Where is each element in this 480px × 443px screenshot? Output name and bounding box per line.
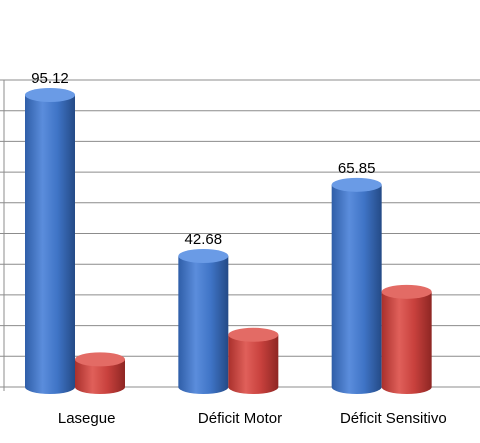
bars [25,87,432,395]
data-label: 65.85 [338,160,376,177]
category-label: Lasegue [58,410,116,427]
bar-body [331,184,382,394]
bar-1-1 [228,327,279,394]
bar-body [178,255,229,395]
bar-body [75,359,125,394]
bar-cap [178,248,229,263]
bar-cap [228,327,279,342]
bar-cap [381,284,432,299]
bar-2-1 [381,284,432,395]
bar-body [25,94,75,394]
category-label: Déficit Motor [198,410,282,427]
bar-2-0 [331,177,382,394]
data-labels: 95.12 42.68 65.85 [31,70,375,248]
bar-body [228,334,279,394]
bar-cap [75,352,125,367]
category-label: Déficit Sensitivo [340,410,447,427]
category-labels: Lasegue Déficit Motor Déficit Sensitivo [58,410,447,427]
data-label: 95.12 [31,70,69,87]
bar-cap [331,177,382,192]
bar-0-0 [25,87,75,394]
bar-0-1 [75,352,125,394]
bar-body [381,291,432,395]
data-label: 42.68 [185,231,223,248]
bar-1-0 [178,248,229,395]
bar-cap [25,87,75,102]
